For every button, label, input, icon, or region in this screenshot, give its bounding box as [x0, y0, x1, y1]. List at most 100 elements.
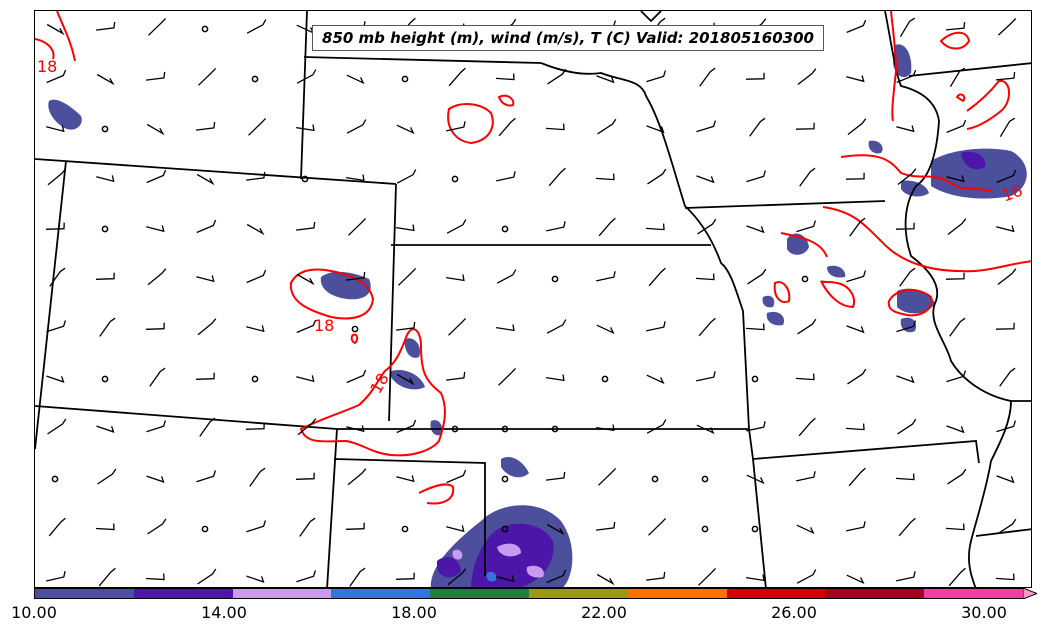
contour-line: [56, 11, 76, 62]
state-border: [908, 62, 1031, 77]
wind-barb: [746, 421, 766, 432]
wind-barb: [648, 517, 667, 536]
shade-blob: [391, 369, 425, 390]
state-border: [968, 400, 1012, 587]
wind-barb: [147, 268, 167, 286]
wind-barb: [296, 273, 315, 286]
wind-barb: [396, 419, 417, 434]
wind-barb: [945, 22, 966, 31]
wind-barb: [646, 125, 665, 134]
map-panel: 18 18 18 16 850 mb height (m), wind (m/s…: [34, 10, 1032, 588]
wind-barb: [796, 569, 817, 584]
shade-blob: [320, 271, 371, 300]
wind-barb: [46, 125, 65, 133]
wind-barb: [147, 518, 167, 535]
state-border: [640, 11, 662, 23]
wind-barb: [749, 117, 766, 137]
wind-barb: [347, 468, 367, 486]
wind-barb: [999, 367, 1016, 387]
wind-barb: [196, 275, 215, 283]
wind-barb: [995, 322, 1015, 330]
wind-barb: [999, 117, 1016, 138]
wind-barb: [295, 124, 315, 132]
wind-barb: [896, 69, 917, 84]
wind-barb: [696, 424, 715, 435]
calm-wind-circle: [601, 375, 609, 383]
wind-barb: [697, 218, 717, 235]
wind-barb: [795, 373, 815, 381]
state-boundaries: [35, 11, 1031, 587]
wind-barb: [346, 271, 366, 281]
wind-barb: [48, 517, 66, 537]
wind-barb: [446, 371, 466, 381]
wind-barb: [896, 375, 915, 384]
wind-barb: [798, 417, 816, 437]
colorbar-segment: [35, 589, 134, 598]
wind-barb: [847, 368, 867, 385]
wind-barb: [296, 221, 316, 231]
wind-barb: [846, 270, 867, 283]
state-border: [35, 160, 67, 450]
wind-barb: [996, 420, 1017, 433]
wind-barb: [645, 223, 665, 231]
colorbar-segment: [133, 589, 233, 598]
wind-barb: [346, 425, 365, 433]
wind-barb: [446, 469, 467, 484]
wind-barb: [249, 467, 266, 487]
wind-barb: [295, 472, 315, 480]
wind-barb: [795, 122, 815, 130]
contour-line: [966, 79, 1010, 130]
wind-barb: [646, 571, 666, 581]
wind-barb: [945, 272, 965, 280]
calm-wind-circle: [551, 425, 559, 433]
calm-wind-circle: [101, 225, 109, 233]
wind-barb: [346, 119, 367, 134]
shade-blob-light: [452, 549, 463, 560]
wind-barb: [946, 175, 965, 183]
wind-barb: [997, 18, 1017, 36]
wind-barb: [596, 521, 616, 531]
temperature-contours: [35, 11, 1031, 505]
wind-barb: [996, 225, 1015, 233]
wind-barb: [148, 17, 167, 36]
shade-blob: [893, 44, 912, 78]
colorbar-tick-label: 22.00: [581, 603, 627, 622]
wind-barb: [98, 567, 116, 587]
calm-wind-circle: [451, 175, 459, 183]
wind-barb: [99, 317, 116, 337]
wind-barb: [845, 172, 865, 180]
wind-barb: [947, 468, 967, 485]
wind-barb: [949, 317, 966, 337]
wind-barb: [595, 424, 615, 432]
calm-wind-circle: [401, 75, 409, 83]
wind-barb: [196, 219, 217, 234]
state-border: [684, 200, 886, 209]
contour-label: 18: [37, 57, 57, 76]
calm-wind-circle: [651, 475, 659, 483]
wind-barb: [447, 568, 467, 586]
wind-barb: [95, 272, 115, 280]
wind-barb: [47, 418, 67, 435]
wind-barb: [296, 570, 317, 583]
wind-barb: [346, 369, 367, 384]
wind-barb: [398, 267, 417, 286]
wind-barb: [695, 273, 715, 281]
calm-wind-circle: [101, 375, 109, 383]
colorbar-segment: [331, 589, 431, 598]
wind-barb: [396, 124, 415, 135]
wind-barb: [548, 167, 566, 187]
calm-wind-circle: [801, 275, 809, 283]
wind-barb: [46, 570, 66, 582]
calm-wind-circle: [701, 525, 709, 533]
colorbar-segment: [430, 589, 529, 598]
wind-barb: [646, 374, 665, 385]
map-title: 850 mb height (m), wind (m/s), T (C) Val…: [312, 25, 824, 51]
wind-barb: [796, 220, 817, 233]
contour-label-group: 18 18 18 16: [37, 57, 1025, 397]
contour-line: [840, 154, 992, 192]
wind-barb: [346, 74, 365, 85]
wind-barb: [846, 521, 866, 532]
calm-wind-circle: [551, 275, 559, 283]
wind-barb: [997, 518, 1017, 535]
wind-barb: [647, 168, 667, 185]
